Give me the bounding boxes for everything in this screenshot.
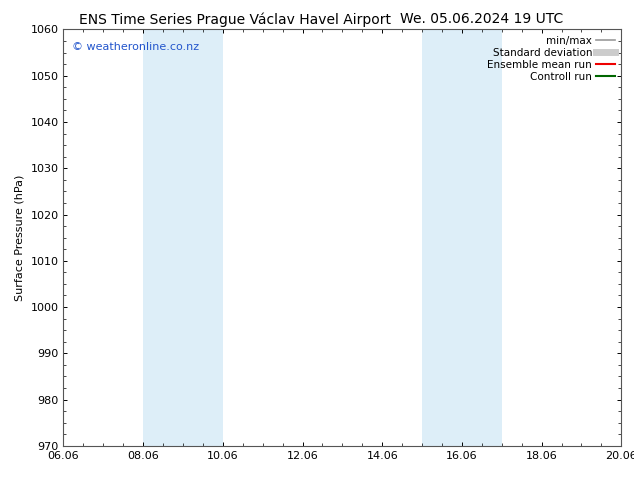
Legend: min/max, Standard deviation, Ensemble mean run, Controll run: min/max, Standard deviation, Ensemble me…	[483, 31, 619, 86]
Text: © weatheronline.co.nz: © weatheronline.co.nz	[72, 42, 199, 52]
Bar	[143, 29, 223, 446]
Text: We. 05.06.2024 19 UTC: We. 05.06.2024 19 UTC	[400, 12, 564, 26]
Text: ENS Time Series Prague Václav Havel Airport: ENS Time Series Prague Václav Havel Airp…	[79, 12, 391, 27]
Y-axis label: Surface Pressure (hPa): Surface Pressure (hPa)	[15, 174, 25, 301]
Bar	[422, 29, 501, 446]
